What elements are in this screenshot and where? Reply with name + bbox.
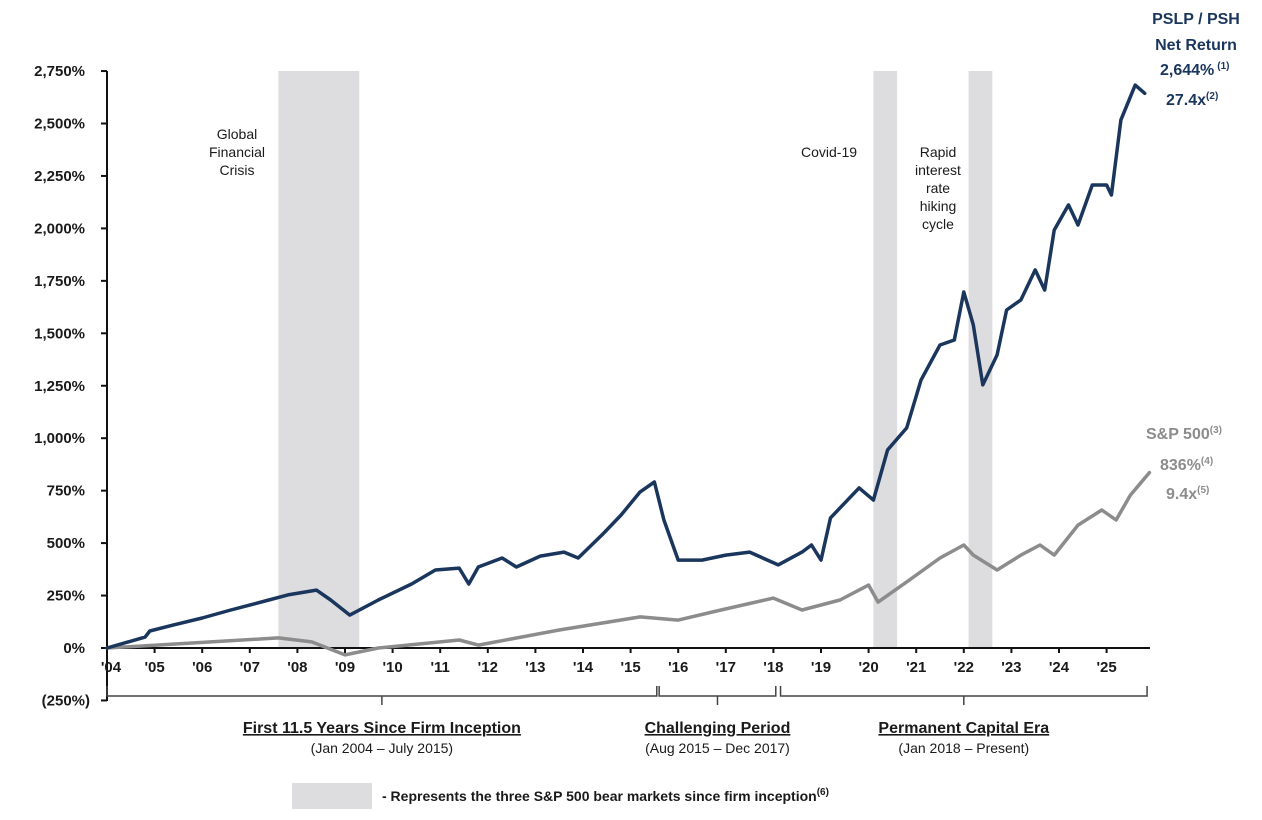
y-tick-label: 1,500% bbox=[34, 325, 85, 342]
legend-swatch bbox=[292, 783, 372, 809]
x-tick-label: '23 bbox=[1001, 659, 1021, 676]
x-tick-label: '10 bbox=[382, 659, 402, 676]
bear-market-label-line: Financial bbox=[209, 144, 265, 160]
bear-market-label-line: rate bbox=[926, 180, 950, 196]
spx-return-pct-value: 836% bbox=[1160, 457, 1201, 474]
x-tick-label: '22 bbox=[954, 659, 974, 676]
period-subtitle: (Aug 2015 – Dec 2017) bbox=[645, 740, 790, 756]
y-tick-label: 2,500% bbox=[34, 116, 85, 133]
psh-multiple-note: (2) bbox=[1206, 91, 1218, 102]
x-tick-label: '13 bbox=[525, 659, 545, 676]
y-tick-label: 750% bbox=[47, 483, 85, 500]
period-bracket bbox=[106, 686, 658, 705]
x-tick-label: '06 bbox=[192, 659, 212, 676]
x-tick-label: '24 bbox=[1049, 659, 1070, 676]
period-bracket bbox=[779, 686, 1148, 705]
bear-market-label-line: hiking bbox=[920, 198, 957, 214]
bear-market-labels: Global Financial Crisis Covid-19 Rapid intere… bbox=[209, 126, 961, 232]
spx-multiple-value: 9.4x bbox=[1166, 486, 1197, 503]
spx-name-value: S&P 500 bbox=[1146, 426, 1210, 443]
x-tick-label: '08 bbox=[287, 659, 307, 676]
period-title: First 11.5 Years Since Firm Inception bbox=[243, 720, 521, 737]
y-tick-label: 0% bbox=[63, 640, 85, 657]
spx-name-note: (3) bbox=[1210, 425, 1222, 436]
bear-market-label-line: Global bbox=[217, 126, 257, 142]
psh-label-line2: Net Return bbox=[1155, 37, 1237, 54]
bear-market-band bbox=[873, 71, 898, 648]
psh-label-line1: PSLP / PSH bbox=[1152, 11, 1240, 28]
x-tick-label: '20 bbox=[858, 659, 878, 676]
spx-multiple: 9.4x(5) bbox=[1166, 485, 1209, 503]
x-tick-label: '25 bbox=[1096, 659, 1116, 676]
x-tick-label: '05 bbox=[144, 659, 164, 676]
x-tick-label: '16 bbox=[668, 659, 688, 676]
period-subtitle: (Jan 2018 – Present) bbox=[898, 740, 1029, 756]
x-axis-ticks: '04 '05 '06 '07 '08 '09 '10 '11 '12 '13 '14 '15 '16 '… bbox=[101, 648, 1117, 676]
legend-note: (6) bbox=[817, 787, 829, 798]
x-tick-label: '14 bbox=[573, 659, 594, 676]
period-title: Challenging Period bbox=[645, 720, 791, 737]
spx-end-label: S&P 500(3) 836%(4) 9.4x(5) bbox=[1146, 425, 1222, 503]
y-axis-ticks: 2,750% 2,500% 2,250% 2,000% 1,750% 1,500% 1,25… bbox=[34, 63, 107, 709]
x-tick-label: '17 bbox=[716, 659, 736, 676]
x-tick-label: '11 bbox=[430, 659, 449, 676]
spx-return-pct-note: (4) bbox=[1201, 456, 1213, 467]
x-tick-label: '07 bbox=[240, 659, 260, 676]
legend: - Represents the three S&P 500 bear mark… bbox=[292, 783, 829, 809]
x-tick-label: '21 bbox=[906, 659, 926, 676]
y-tick-label: 2,000% bbox=[34, 220, 85, 237]
y-tick-label: 250% bbox=[47, 588, 85, 605]
psh-return-pct-value: 2,644% bbox=[1160, 62, 1214, 79]
psh-multiple-value: 27.4x bbox=[1166, 92, 1206, 109]
bear-market-label: Covid-19 bbox=[801, 144, 857, 160]
bear-market-label: Rapid interest rate hiking cycle bbox=[915, 144, 961, 232]
spx-return-pct: 836%(4) bbox=[1160, 456, 1213, 474]
x-tick-label: '19 bbox=[811, 659, 831, 676]
y-tick-label: 1,250% bbox=[34, 378, 85, 395]
psh-end-label: PSLP / PSH Net Return 2,644% (1) 27.4x(2) bbox=[1152, 11, 1240, 109]
y-tick-label: 2,750% bbox=[34, 63, 85, 80]
period-bracket bbox=[658, 686, 777, 705]
legend-text-value: - Represents the three S&P 500 bear mark… bbox=[382, 788, 817, 804]
period-title: Permanent Capital Era bbox=[878, 720, 1049, 737]
bear-market-label-line: Crisis bbox=[220, 162, 255, 178]
psh-return-pct-note: (1) bbox=[1217, 61, 1229, 72]
y-tick-label: (250%) bbox=[42, 692, 90, 709]
series-line-sp500 bbox=[105, 470, 1152, 657]
series-lines bbox=[105, 83, 1152, 657]
spx-name: S&P 500(3) bbox=[1146, 425, 1222, 443]
bear-market-label: Global Financial Crisis bbox=[209, 126, 265, 178]
y-tick-label: 2,250% bbox=[34, 168, 85, 185]
bear-market-shading bbox=[278, 71, 993, 648]
x-tick-label: '15 bbox=[620, 659, 640, 676]
x-tick-label: '12 bbox=[478, 659, 498, 676]
axes bbox=[106, 71, 1150, 701]
bear-market-label-line: interest bbox=[915, 162, 961, 178]
x-tick-label: '09 bbox=[335, 659, 355, 676]
spx-multiple-note: (5) bbox=[1197, 485, 1209, 496]
period-brackets: First 11.5 Years Since Firm Inception (Ja… bbox=[106, 686, 1148, 756]
y-tick-label: 1,000% bbox=[34, 430, 85, 447]
bear-market-band bbox=[278, 71, 360, 648]
y-tick-label: 1,750% bbox=[34, 273, 85, 290]
period-subtitle: (Jan 2004 – July 2015) bbox=[311, 740, 453, 756]
x-tick-label: '04 bbox=[101, 659, 122, 676]
bear-market-label-line: Covid-19 bbox=[801, 144, 857, 160]
bear-market-label-line: cycle bbox=[922, 216, 954, 232]
x-tick-label: '18 bbox=[763, 659, 783, 676]
series-line-psh bbox=[105, 83, 1147, 650]
psh-multiple: 27.4x(2) bbox=[1166, 91, 1218, 109]
psh-return-pct: 2,644% (1) bbox=[1160, 61, 1230, 79]
y-tick-label: 500% bbox=[47, 535, 85, 552]
legend-text: - Represents the three S&P 500 bear mark… bbox=[382, 787, 829, 804]
bear-market-label-line: Rapid bbox=[920, 144, 957, 160]
